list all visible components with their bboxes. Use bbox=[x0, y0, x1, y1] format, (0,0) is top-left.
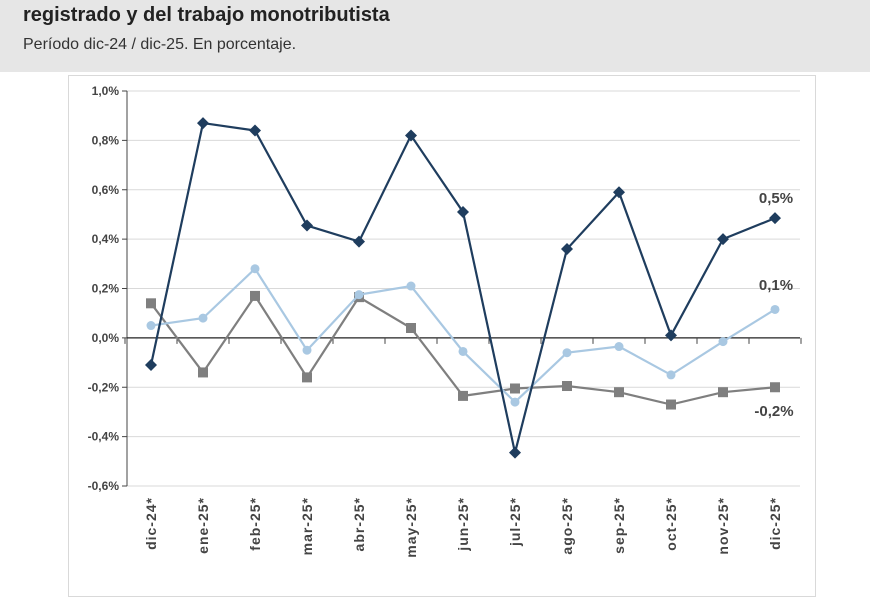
x-tick-label: ago-25* bbox=[559, 497, 575, 555]
end-data-label: 0,1% bbox=[759, 277, 793, 294]
data-point-circle bbox=[458, 346, 468, 356]
data-point-square bbox=[510, 383, 520, 394]
data-point-diamond bbox=[405, 129, 417, 142]
x-tick-label: oct-25* bbox=[663, 497, 679, 551]
data-point-circle bbox=[146, 321, 156, 331]
data-point-square bbox=[250, 290, 260, 301]
data-point-square bbox=[718, 387, 728, 398]
data-point-square bbox=[614, 387, 624, 398]
data-point-circle bbox=[198, 313, 208, 323]
y-tick-label: 0,6% bbox=[92, 183, 120, 197]
data-point-square bbox=[146, 298, 156, 309]
line-chart: -0,6% -0,4% -0,2% 0,0% 0,2% 0,4% 0,6% 0,8% 1,0% d… bbox=[88, 84, 802, 558]
data-point-circle bbox=[614, 342, 624, 352]
y-tick-label: -0,4% bbox=[88, 430, 120, 444]
data-point-diamond bbox=[613, 186, 625, 199]
data-point-diamond bbox=[509, 446, 521, 459]
data-point-diamond bbox=[197, 117, 209, 130]
data-point-circle bbox=[354, 290, 364, 300]
data-point-square bbox=[770, 382, 780, 393]
y-tick-label: 1,0% bbox=[92, 84, 120, 98]
data-point-diamond bbox=[457, 205, 469, 218]
x-tick-label: mar-25* bbox=[299, 497, 315, 555]
chart-subtitle: Período dic-24 / dic-25. En porcentaje. bbox=[23, 36, 297, 53]
x-tick-label: nov-25* bbox=[715, 497, 731, 555]
y-tick-label: 0,2% bbox=[92, 282, 120, 296]
x-tick-label: feb-25* bbox=[247, 497, 263, 551]
y-tick-label: 0,0% bbox=[92, 331, 120, 345]
data-point-diamond bbox=[301, 219, 313, 232]
data-point-circle bbox=[718, 337, 728, 347]
x-tick-label: ene-25* bbox=[195, 497, 211, 554]
data-point-square bbox=[198, 367, 208, 378]
data-point-diamond bbox=[249, 124, 261, 137]
x-tick-label: may-25* bbox=[403, 497, 419, 558]
data-point-diamond bbox=[353, 235, 365, 248]
data-point-square bbox=[458, 390, 468, 401]
x-tick-label: sep-25* bbox=[611, 497, 627, 554]
y-tick-label: -0,2% bbox=[88, 380, 120, 394]
data-point-diamond bbox=[769, 212, 781, 225]
header: registrado y del trabajo monotributista … bbox=[0, 0, 870, 72]
x-tick-label: dic-25* bbox=[767, 497, 783, 550]
data-point-square bbox=[562, 381, 572, 392]
data-point-square bbox=[666, 399, 676, 410]
series-line-0 bbox=[149, 121, 776, 453]
y-tick-label: 0,8% bbox=[92, 133, 120, 147]
data-point-diamond bbox=[665, 329, 677, 342]
x-tick-label: abr-25* bbox=[351, 497, 367, 551]
x-tick-label: jun-25* bbox=[455, 497, 471, 552]
data-point-circle bbox=[666, 370, 676, 380]
end-data-label: 0,5% bbox=[759, 190, 793, 207]
chart-title: registrado y del trabajo monotributista bbox=[23, 4, 390, 26]
data-point-diamond bbox=[145, 359, 157, 372]
data-point-circle bbox=[250, 264, 260, 274]
data-point-circle bbox=[770, 304, 780, 314]
data-point-circle bbox=[510, 397, 520, 407]
x-tick-label: dic-24* bbox=[143, 497, 159, 550]
y-tick-label: -0,6% bbox=[88, 479, 120, 493]
chart-frame bbox=[68, 75, 816, 597]
data-point-square bbox=[406, 323, 416, 333]
y-tick-label: 0,4% bbox=[92, 232, 120, 246]
data-point-circle bbox=[302, 345, 312, 355]
end-data-label: -0,2% bbox=[754, 403, 793, 420]
data-point-circle bbox=[406, 281, 416, 291]
data-point-square bbox=[302, 372, 312, 383]
x-tick-label: jul-25* bbox=[507, 497, 523, 547]
data-point-circle bbox=[562, 348, 572, 358]
data-point-diamond bbox=[561, 243, 573, 255]
data-point-diamond bbox=[717, 233, 729, 246]
